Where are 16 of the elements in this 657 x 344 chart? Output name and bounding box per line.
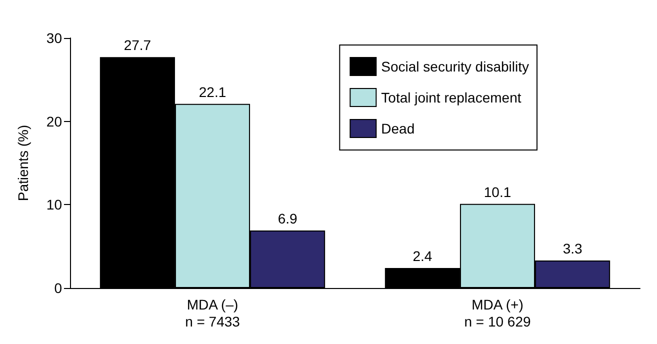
data-label: 2.4 <box>412 248 432 264</box>
data-label: 6.9 <box>278 210 298 226</box>
data-label: 22.1 <box>198 84 226 100</box>
legend-label: Dead <box>381 120 415 136</box>
data-label: 3.3 <box>562 240 582 256</box>
y-axis-title: Patients (%) <box>15 124 31 202</box>
y-tick-label: 10 <box>46 196 62 213</box>
legend-label: Total joint replacement <box>381 90 522 106</box>
data-label: 27.7 <box>124 37 152 54</box>
y-tick-label: 20 <box>46 113 62 130</box>
x-tick-label: MDA (–) n = 7433 <box>185 296 240 330</box>
x-tick-label: MDA (+) n = 10 629 <box>464 296 531 330</box>
y-tick-label: 0 <box>54 280 62 296</box>
y-tick-label: 30 <box>46 30 62 46</box>
data-label: 10.1 <box>484 184 512 200</box>
legend-label: Social security disability <box>381 58 530 74</box>
